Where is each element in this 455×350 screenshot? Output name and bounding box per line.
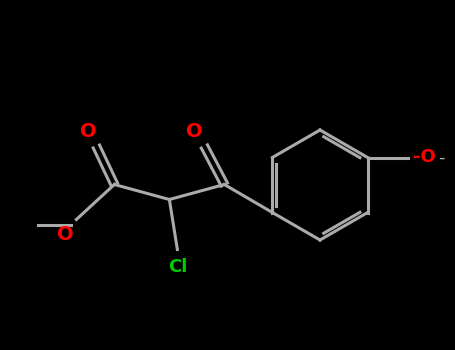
Text: O: O bbox=[80, 122, 96, 141]
Text: Cl: Cl bbox=[168, 258, 187, 275]
Text: O: O bbox=[57, 224, 73, 244]
Text: -O: -O bbox=[413, 148, 435, 167]
Text: O: O bbox=[186, 122, 202, 141]
Text: -: - bbox=[438, 148, 444, 167]
